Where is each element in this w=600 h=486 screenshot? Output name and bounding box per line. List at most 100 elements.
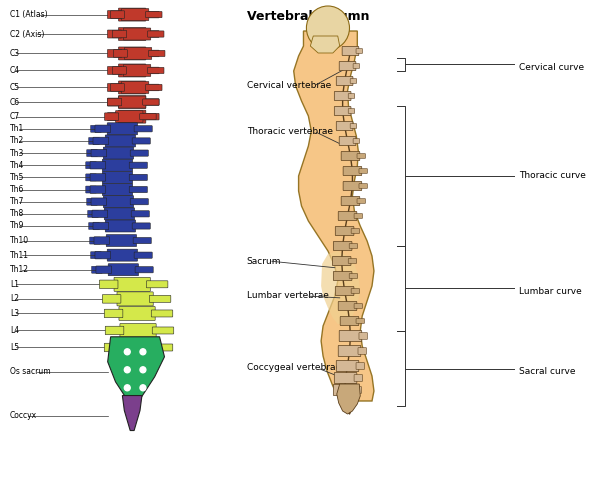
FancyBboxPatch shape xyxy=(116,111,143,122)
Text: Th7: Th7 xyxy=(10,197,24,206)
FancyBboxPatch shape xyxy=(148,68,164,73)
FancyBboxPatch shape xyxy=(118,64,146,77)
FancyBboxPatch shape xyxy=(104,113,119,121)
Polygon shape xyxy=(337,384,360,414)
Text: Th8: Th8 xyxy=(10,209,24,218)
FancyBboxPatch shape xyxy=(151,344,173,351)
FancyBboxPatch shape xyxy=(143,99,159,105)
FancyBboxPatch shape xyxy=(86,198,97,205)
Text: Lumbar curve: Lumbar curve xyxy=(519,287,581,295)
FancyBboxPatch shape xyxy=(118,96,146,108)
FancyBboxPatch shape xyxy=(107,11,122,18)
FancyBboxPatch shape xyxy=(89,237,100,244)
Text: Lumbar vertebrae: Lumbar vertebrae xyxy=(247,292,329,300)
FancyBboxPatch shape xyxy=(107,98,122,106)
Text: Sacrum: Sacrum xyxy=(247,257,281,265)
FancyBboxPatch shape xyxy=(354,214,362,218)
FancyBboxPatch shape xyxy=(130,199,148,205)
FancyBboxPatch shape xyxy=(104,208,134,220)
Text: Th6: Th6 xyxy=(10,185,24,194)
FancyBboxPatch shape xyxy=(129,174,148,180)
FancyBboxPatch shape xyxy=(135,267,153,273)
FancyBboxPatch shape xyxy=(92,266,103,273)
FancyBboxPatch shape xyxy=(103,172,133,183)
FancyBboxPatch shape xyxy=(350,79,356,83)
FancyBboxPatch shape xyxy=(90,161,106,169)
FancyBboxPatch shape xyxy=(86,150,97,156)
FancyBboxPatch shape xyxy=(121,82,149,93)
Circle shape xyxy=(124,349,130,355)
Text: Th2: Th2 xyxy=(10,137,24,145)
FancyBboxPatch shape xyxy=(335,226,354,236)
FancyBboxPatch shape xyxy=(103,184,133,195)
FancyBboxPatch shape xyxy=(336,122,353,131)
FancyBboxPatch shape xyxy=(332,257,351,265)
Text: Th12: Th12 xyxy=(10,265,29,274)
FancyBboxPatch shape xyxy=(107,84,122,91)
FancyBboxPatch shape xyxy=(104,343,123,352)
FancyBboxPatch shape xyxy=(340,316,359,326)
FancyBboxPatch shape xyxy=(334,272,352,280)
FancyBboxPatch shape xyxy=(110,84,125,91)
FancyBboxPatch shape xyxy=(354,375,362,382)
FancyBboxPatch shape xyxy=(110,11,125,18)
FancyBboxPatch shape xyxy=(132,223,150,229)
Polygon shape xyxy=(122,396,142,431)
FancyBboxPatch shape xyxy=(90,186,106,193)
Text: Cervical curve: Cervical curve xyxy=(519,64,584,72)
FancyBboxPatch shape xyxy=(95,251,110,259)
FancyBboxPatch shape xyxy=(148,31,164,37)
FancyBboxPatch shape xyxy=(121,9,149,20)
Text: Th3: Th3 xyxy=(10,149,24,157)
FancyBboxPatch shape xyxy=(107,50,122,57)
FancyBboxPatch shape xyxy=(336,76,353,86)
FancyBboxPatch shape xyxy=(133,238,151,243)
FancyBboxPatch shape xyxy=(357,199,365,203)
FancyBboxPatch shape xyxy=(134,126,152,132)
Circle shape xyxy=(140,385,146,391)
Polygon shape xyxy=(293,31,374,401)
Text: Th4: Th4 xyxy=(10,161,24,170)
FancyBboxPatch shape xyxy=(129,162,148,168)
FancyBboxPatch shape xyxy=(146,281,168,288)
FancyBboxPatch shape xyxy=(343,181,362,191)
FancyBboxPatch shape xyxy=(105,326,124,335)
FancyBboxPatch shape xyxy=(336,361,359,371)
FancyBboxPatch shape xyxy=(338,301,357,311)
Text: C5: C5 xyxy=(10,83,20,92)
FancyBboxPatch shape xyxy=(334,372,357,383)
FancyBboxPatch shape xyxy=(351,289,359,293)
Polygon shape xyxy=(321,251,360,324)
Text: Th9: Th9 xyxy=(10,222,24,230)
FancyBboxPatch shape xyxy=(91,125,101,132)
Text: Th10: Th10 xyxy=(10,236,29,245)
FancyBboxPatch shape xyxy=(103,147,134,159)
Text: Vertebral Column: Vertebral Column xyxy=(247,10,369,23)
FancyBboxPatch shape xyxy=(112,67,127,74)
FancyBboxPatch shape xyxy=(91,252,101,259)
FancyBboxPatch shape xyxy=(103,159,133,171)
FancyBboxPatch shape xyxy=(105,135,136,147)
FancyBboxPatch shape xyxy=(86,174,97,181)
FancyBboxPatch shape xyxy=(140,114,156,120)
FancyBboxPatch shape xyxy=(143,50,159,57)
FancyBboxPatch shape xyxy=(334,91,351,101)
FancyBboxPatch shape xyxy=(90,174,106,181)
FancyBboxPatch shape xyxy=(143,99,159,105)
FancyBboxPatch shape xyxy=(118,8,146,21)
FancyBboxPatch shape xyxy=(342,47,359,55)
FancyBboxPatch shape xyxy=(95,125,110,133)
Text: C1 (Atlas): C1 (Atlas) xyxy=(10,10,47,19)
FancyBboxPatch shape xyxy=(132,138,150,144)
FancyBboxPatch shape xyxy=(107,98,122,106)
FancyBboxPatch shape xyxy=(143,84,159,91)
FancyBboxPatch shape xyxy=(92,210,107,218)
Text: Th1: Th1 xyxy=(10,124,24,133)
Text: C2 (Axis): C2 (Axis) xyxy=(10,30,44,38)
FancyBboxPatch shape xyxy=(358,347,367,354)
FancyBboxPatch shape xyxy=(350,124,356,128)
Polygon shape xyxy=(310,36,340,53)
FancyBboxPatch shape xyxy=(124,48,152,59)
Text: Coccyx: Coccyx xyxy=(10,411,37,420)
FancyBboxPatch shape xyxy=(151,310,173,317)
